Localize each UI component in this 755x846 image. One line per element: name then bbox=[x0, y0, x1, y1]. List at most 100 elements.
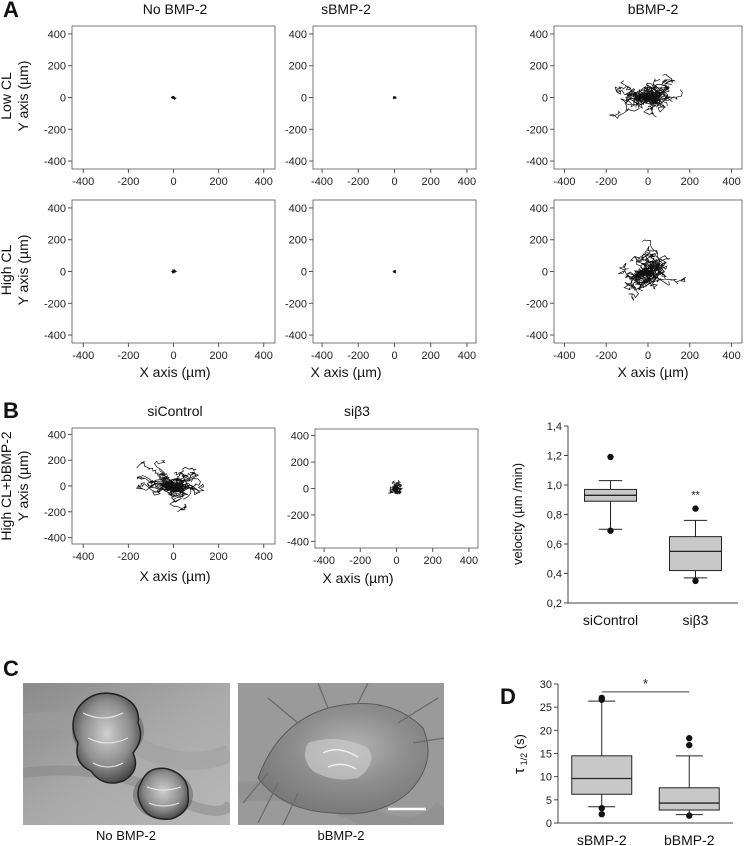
x-tick-label: -400 bbox=[311, 350, 333, 362]
trajectory-track bbox=[625, 88, 649, 109]
x-tick-label: 0 bbox=[645, 350, 651, 362]
y-tick-label: 0 bbox=[542, 93, 548, 105]
y-tick-label: 0 bbox=[301, 267, 307, 279]
trajectory-track bbox=[171, 471, 200, 493]
y-tick-label: 400 bbox=[530, 29, 548, 41]
trajectory-track bbox=[148, 479, 174, 496]
y-tick-label: 30 bbox=[540, 679, 552, 691]
trajectory-track bbox=[643, 74, 674, 102]
y-tick-label: -200 bbox=[44, 507, 66, 519]
y-tick-label: 400 bbox=[48, 429, 66, 441]
y-tick-label: 1,4 bbox=[547, 421, 562, 433]
y-tick-label: 400 bbox=[530, 203, 548, 215]
x-tick-label: -400 bbox=[311, 176, 333, 188]
trajectory-track bbox=[172, 270, 175, 273]
trajectory-track bbox=[161, 480, 177, 491]
trajectory-track bbox=[623, 271, 651, 301]
y-tick-label: -200 bbox=[285, 124, 307, 136]
significance-annotation: ** bbox=[691, 489, 700, 501]
outlier-point bbox=[598, 696, 605, 703]
x-tick-label: 400 bbox=[722, 350, 740, 362]
y-tick-label: 200 bbox=[530, 235, 548, 247]
x-tick-label: 200 bbox=[422, 176, 440, 188]
trajectory-track bbox=[171, 95, 175, 98]
outlier-point bbox=[692, 505, 699, 512]
y-tick-label: 5 bbox=[546, 795, 552, 807]
x-tick-label: -200 bbox=[117, 551, 139, 563]
sem-image-bbmp2 bbox=[238, 683, 444, 825]
trajectory-track bbox=[618, 262, 649, 280]
category-label: siβ3 bbox=[683, 612, 709, 628]
x-tick-label: 400 bbox=[255, 176, 273, 188]
trajectory-track bbox=[396, 480, 402, 489]
outlier-point bbox=[686, 735, 693, 742]
outlier-point bbox=[686, 812, 693, 819]
y-tick-label: 0 bbox=[303, 484, 309, 496]
col-title-sib3: siβ3 bbox=[344, 403, 370, 419]
y-axis-label: τ 1/2 (s) bbox=[511, 734, 529, 774]
trajectory-track bbox=[643, 90, 657, 102]
trajectory-track bbox=[393, 271, 396, 273]
col-title-no-bmp2: No BMP-2 bbox=[142, 1, 208, 17]
outlier-point bbox=[598, 810, 605, 818]
outlier-point bbox=[607, 453, 614, 461]
row-label-low-cl: Low CL Y axis (µm) bbox=[0, 31, 32, 161]
x-tick-label: -200 bbox=[117, 350, 139, 362]
x-tick-label: -200 bbox=[117, 176, 139, 188]
trajectory-track bbox=[136, 461, 174, 488]
trajectory-track bbox=[614, 86, 649, 98]
y-tick-label: 200 bbox=[530, 61, 548, 73]
outlier-point bbox=[607, 527, 614, 534]
y-tick-label: 25 bbox=[540, 702, 552, 714]
trajectory-track bbox=[640, 82, 663, 98]
x-tick-label: 0 bbox=[391, 176, 397, 188]
trajectory-track bbox=[140, 477, 174, 490]
panel-letter-a: A bbox=[3, 0, 19, 22]
y-tick-label: 0 bbox=[546, 818, 552, 830]
trajectory-track bbox=[169, 484, 186, 497]
x-tick-label: -200 bbox=[595, 176, 617, 188]
y-tick-label: -200 bbox=[526, 124, 548, 136]
x-tick-label: 0 bbox=[393, 555, 399, 567]
trajectory-track bbox=[393, 484, 399, 490]
x-tick-label: 200 bbox=[681, 176, 699, 188]
x-tick-label: 200 bbox=[209, 176, 227, 188]
trajectory-track bbox=[643, 271, 659, 290]
x-tick-label: -200 bbox=[347, 176, 369, 188]
y-tick-label: 0 bbox=[301, 93, 307, 105]
x-tick-label: 400 bbox=[460, 555, 478, 567]
y-tick-label: -200 bbox=[526, 298, 548, 310]
y-axis-label: velocity (µm /min) bbox=[510, 463, 525, 565]
trajectory-track bbox=[394, 488, 399, 495]
y-tick-label: 0 bbox=[60, 267, 66, 279]
y-tick-label: -400 bbox=[285, 330, 307, 342]
x-tick-label: 400 bbox=[722, 176, 740, 188]
x-tick-label: -400 bbox=[72, 176, 94, 188]
y-tick-label: 200 bbox=[289, 235, 307, 247]
box-iqr bbox=[571, 755, 633, 795]
x-axis-label-a1: X axis (µm) bbox=[139, 364, 211, 380]
y-tick-label: 200 bbox=[48, 61, 66, 73]
panel-letter-b: B bbox=[3, 398, 19, 423]
y-tick-label: 0,6 bbox=[547, 539, 562, 551]
outlier-point bbox=[692, 577, 699, 585]
x-tick-label: -200 bbox=[347, 350, 369, 362]
y-tick-label: 20 bbox=[540, 725, 552, 737]
y-tick-label: 0,8 bbox=[547, 510, 562, 522]
trajectory-plot-low-cl-bbmp2: -400 -200 0 200 400 400 200 0 -200 -400 bbox=[526, 25, 743, 188]
sem-image-no-bmp2 bbox=[23, 683, 230, 825]
category-label: siControl bbox=[583, 612, 638, 628]
y-tick-label: -200 bbox=[287, 510, 309, 522]
x-tick-label: 0 bbox=[645, 176, 651, 188]
y-tick-label: -400 bbox=[526, 156, 548, 168]
x-tick-label: -200 bbox=[595, 350, 617, 362]
trajectory-track bbox=[609, 93, 649, 119]
trajectory-track bbox=[625, 271, 649, 289]
x-axis-label-a2: X axis (µm) bbox=[310, 364, 382, 380]
y-tick-label: 15 bbox=[540, 749, 552, 761]
y-tick-label: 400 bbox=[48, 29, 66, 41]
velocity-boxplot: 0,2 0,4 0,6 0,8 1,0 1,2 1,4 siControl ** siβ3 velo… bbox=[510, 421, 738, 628]
category-label: bBMP-2 bbox=[664, 832, 715, 846]
x-axis-label-a3: X axis (µm) bbox=[617, 364, 689, 380]
x-tick-label: 0 bbox=[170, 551, 176, 563]
